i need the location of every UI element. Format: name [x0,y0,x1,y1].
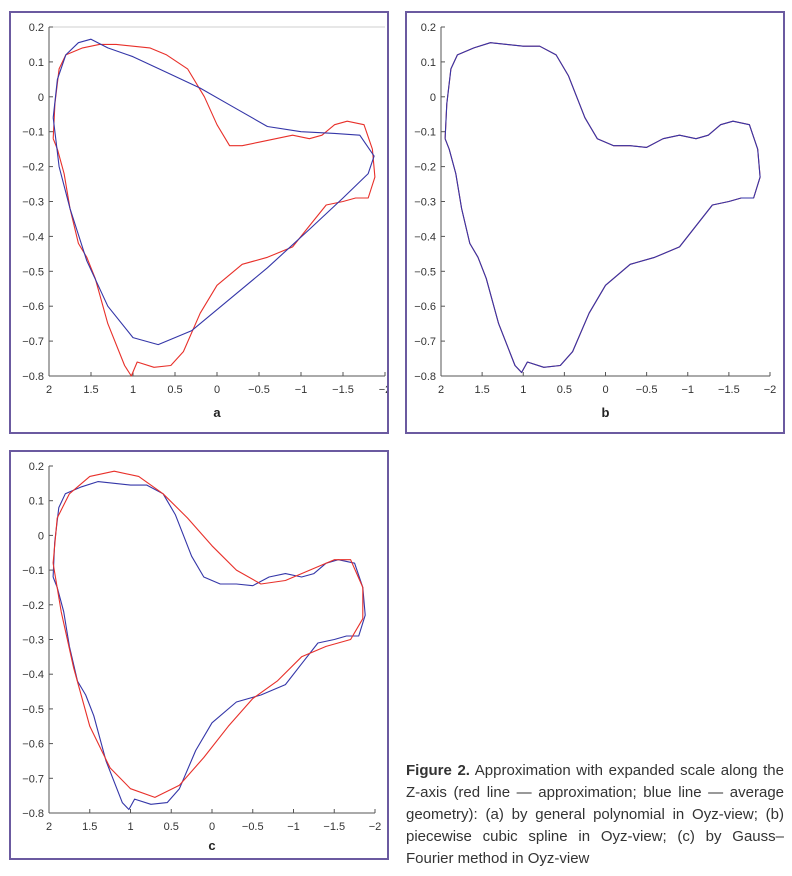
x-tick-label: −1.5 [332,384,354,396]
chart-panel-c: 0.2 0.1 0 −0.1 −0.2 −0.3 −0.4 −0.5 −0.6 −0.7 −0.8 2… [9,450,389,860]
y-tick-label: −0.2 [22,162,44,174]
y-tick-label: −0.1 [22,565,44,577]
x-tick-label: −1.5 [323,821,345,833]
x-tick-label: −1 [681,384,694,396]
y-tick-label: 0.2 [421,22,436,34]
x-tick-label: −0.5 [248,384,270,396]
series-line-approximation [52,43,376,377]
y-tick-label: −0.3 [22,635,44,647]
x-tick-label: 2 [46,821,52,833]
x-tick-label: 2 [438,384,444,396]
panel-label: b [602,405,610,420]
caption-label: Figure 2. [406,762,470,779]
caption-text: Approximation with expanded scale along … [406,762,784,867]
x-tick-label: 1 [520,384,526,396]
y-tick-label: −0.1 [22,127,44,139]
y-tick-label: −0.5 [22,266,44,278]
series-line-approximation [444,42,761,374]
y-tick-label: −0.6 [22,301,44,313]
y-tick-label: −0.2 [22,600,44,612]
x-tick-label: 1.5 [83,384,98,396]
y-tick-label: 0.1 [421,57,436,69]
y-tick-label: 0 [430,92,436,104]
y-tick-label: 0 [38,530,44,542]
y-tick-label: −0.5 [414,266,436,278]
x-tick-label: 0.5 [167,384,182,396]
y-tick-label: −0.4 [414,231,436,243]
x-tick-label: 1.5 [474,384,489,396]
x-tick-label: 1 [127,821,133,833]
x-tick-label: 0 [209,821,215,833]
figure-caption: Figure 2. Approximation with expanded sc… [406,760,784,870]
x-tick-label: 1 [130,384,136,396]
y-tick-label: −0.2 [414,162,436,174]
series-line-average [444,42,761,374]
y-tick-label: −0.7 [22,773,44,785]
x-tick-label: −0.5 [636,384,658,396]
y-tick-label: −0.7 [22,336,44,348]
chart-a-svg: 0.2 0.1 0 −0.1 −0.2 −0.3 −0.4 −0.5 −0.6 −0.7 −0.82… [22,22,387,420]
y-tick-label: 0 [38,92,44,104]
y-tick-label: −0.4 [22,231,44,243]
y-tick-label: −0.7 [414,336,436,348]
y-tick-label: 0.1 [29,57,44,69]
y-tick-label: −0.6 [414,301,436,313]
chart-panel-b: 0.2 0.1 0 −0.1 −0.2 −0.3 −0.4 −0.5 −0.6 −0.7 −0.8 2… [405,11,785,434]
x-tick-label: 0 [602,384,608,396]
panel-label: c [208,838,215,853]
y-tick-label: −0.8 [22,808,44,820]
x-tick-label: 2 [46,384,52,396]
x-tick-label: 0.5 [557,384,572,396]
x-tick-label: −2 [369,821,382,833]
y-tick-label: −0.1 [414,127,436,139]
chart-c-svg: 0.2 0.1 0 −0.1 −0.2 −0.3 −0.4 −0.5 −0.6 −0.7 −0.82… [22,461,382,853]
y-tick-label: −0.4 [22,669,44,681]
y-tick-label: 0.2 [29,22,44,34]
y-tick-label: −0.8 [414,371,436,383]
chart-panel-a: 0.2 0.1 0 −0.1 −0.2 −0.3 −0.4 −0.5 −0.6 −0.7 −0.8 2… [9,11,389,434]
x-tick-label: −1 [295,384,308,396]
y-tick-label: −0.6 [22,739,44,751]
series-line-average [52,481,366,811]
x-tick-label: −1.5 [718,384,740,396]
x-tick-label: −0.5 [242,821,264,833]
y-tick-label: 0.2 [29,461,44,473]
x-tick-label: 1.5 [82,821,97,833]
y-tick-label: −0.3 [22,197,44,209]
y-tick-label: −0.3 [414,197,436,209]
series-line-approximation [52,470,364,798]
x-tick-label: 0 [214,384,220,396]
chart-b-svg: 0.2 0.1 0 −0.1 −0.2 −0.3 −0.4 −0.5 −0.6 −0.7 −0.82… [414,22,777,420]
x-tick-label: −1 [287,821,300,833]
panel-label: a [213,405,221,420]
y-tick-label: −0.8 [22,371,44,383]
y-tick-label: 0.1 [29,496,44,508]
x-tick-label: 0.5 [164,821,179,833]
x-tick-label: −2 [379,384,387,396]
series-line-average [52,38,375,346]
x-tick-label: −2 [764,384,777,396]
y-tick-label: −0.5 [22,704,44,716]
